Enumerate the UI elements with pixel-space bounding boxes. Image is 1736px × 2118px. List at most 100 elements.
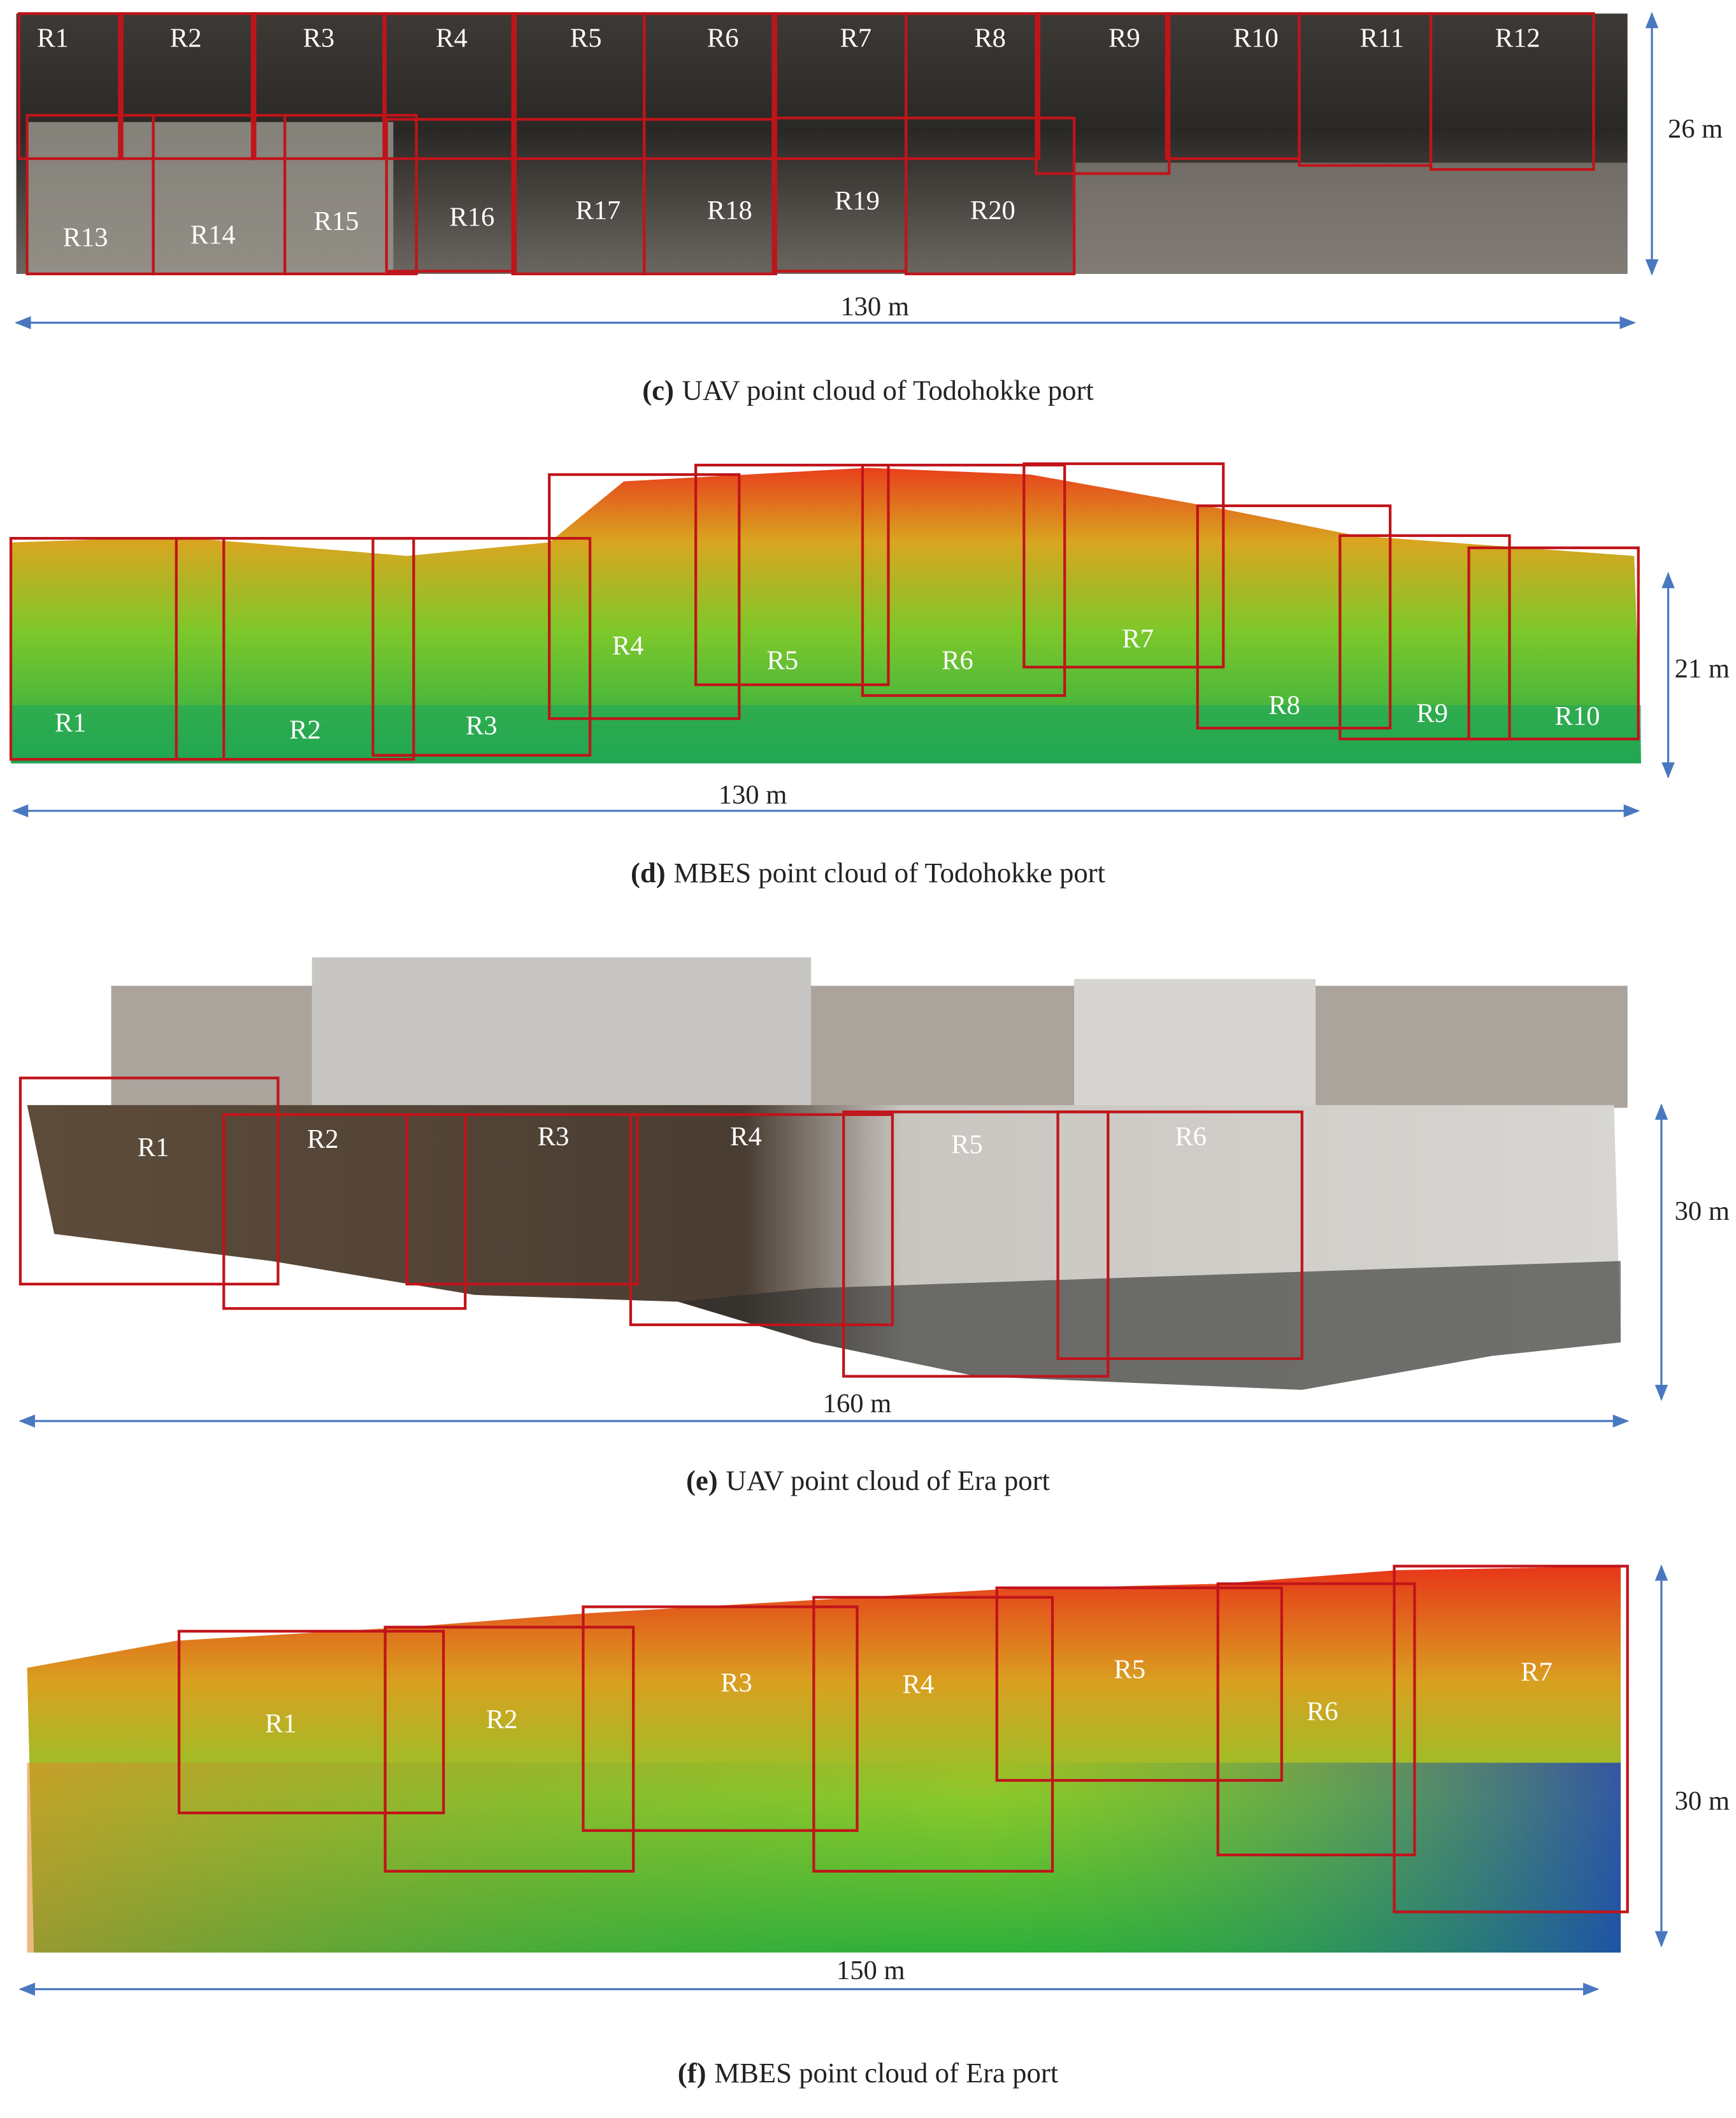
region-label: R7: [1122, 624, 1154, 654]
height-label: 26 m: [1668, 114, 1723, 144]
region-box: [1429, 12, 1595, 171]
annotations: R1 R2 R3 R4 R5 R6 R7 R8 R9 R10 R11 R12 R13 R14 R15 R16 R…: [9, 11, 1730, 2089]
region-box: [694, 464, 890, 687]
region-label: R11: [1360, 24, 1404, 54]
region-box: [1338, 534, 1511, 741]
region-label: R1: [265, 1709, 297, 1739]
quay-wall: [1074, 978, 1316, 1108]
region-label: R5: [570, 24, 602, 54]
region-box: [1022, 462, 1225, 669]
width-label: 130 m: [719, 780, 787, 810]
height-label: 21 m: [1675, 654, 1730, 683]
caption-text: MBES point cloud of Era port: [714, 2057, 1059, 2089]
region-box: [177, 1629, 445, 1815]
region-label: R3: [721, 1668, 752, 1698]
height-label: 30 m: [1675, 1196, 1730, 1226]
region-box: [283, 113, 418, 276]
region-label: R5: [767, 646, 799, 676]
width-label: 150 m: [836, 1956, 905, 1986]
region-label: R6: [707, 24, 739, 54]
region-box: [643, 12, 777, 161]
caption: (c) UAV point cloud of Todohokke port: [642, 375, 1094, 406]
region-box: [582, 1605, 859, 1832]
region-box: [1393, 1564, 1629, 1914]
region-label: R16: [449, 203, 494, 233]
region-box: [842, 1110, 1110, 1378]
region-box: [643, 118, 777, 276]
region-box: [1216, 1582, 1416, 1857]
region-label: R3: [538, 1122, 570, 1152]
caption-text: MBES point cloud of Todohokke port: [673, 857, 1105, 889]
region-box: [9, 536, 226, 761]
region-box: [1035, 12, 1171, 175]
region-label: R20: [970, 196, 1015, 225]
region-label: R4: [436, 24, 468, 54]
region-label: R6: [1175, 1122, 1207, 1152]
seabed: [27, 1763, 1621, 1953]
region-label: R4: [730, 1122, 762, 1152]
region-label: R4: [902, 1670, 934, 1699]
region-box: [812, 1596, 1054, 1873]
region-label: R1: [55, 708, 87, 738]
region-label: R3: [466, 711, 498, 741]
region-box: [405, 1113, 639, 1285]
region-box: [371, 536, 592, 757]
quay-wall: [312, 957, 812, 1108]
region-label: R9: [1416, 699, 1448, 729]
caption-text: UAV point cloud of Era port: [726, 1464, 1050, 1496]
region-box: [904, 12, 1040, 161]
width-label: 130 m: [840, 292, 909, 322]
light-blocks: [27, 122, 394, 274]
region-label: R8: [1268, 690, 1300, 720]
region-box: [995, 1586, 1283, 1782]
region-label: R7: [1521, 1657, 1553, 1687]
region-box: [1467, 546, 1640, 741]
region-label: R13: [63, 223, 108, 253]
region-label: R9: [1108, 24, 1140, 54]
region-label: R2: [170, 24, 202, 54]
region-label: R2: [486, 1705, 518, 1735]
caption: (d) MBES point cloud of Todohokke port: [631, 857, 1106, 889]
mbes-cloud: [11, 468, 1641, 764]
region-label: R4: [612, 631, 644, 661]
region-box: [18, 1077, 280, 1285]
region-box: [904, 117, 1076, 276]
caption-label: (f): [678, 2057, 707, 2089]
region-label: R12: [1495, 24, 1540, 54]
region-label: R5: [1114, 1654, 1146, 1684]
region-label: R1: [37, 24, 69, 54]
region-label: R6: [1307, 1696, 1338, 1726]
region-label: R1: [138, 1133, 169, 1163]
caption-label: (e): [686, 1464, 718, 1496]
caption-label: (c): [642, 375, 674, 406]
region-box: [175, 536, 415, 761]
region-label: R14: [190, 220, 236, 250]
seabed: [11, 705, 1641, 764]
region-box: [385, 118, 517, 273]
region-label: R5: [951, 1130, 983, 1160]
region-box: [384, 1626, 635, 1873]
region-box: [17, 12, 124, 161]
region-label: R2: [307, 1124, 339, 1154]
region-label: R2: [289, 715, 321, 745]
region-box: [861, 464, 1066, 698]
light-blocks: [1074, 162, 1628, 274]
region-label: R19: [835, 186, 880, 216]
region-box: [382, 12, 517, 161]
region-box: [118, 12, 257, 161]
width-label: 160 m: [823, 1389, 892, 1419]
region-box: [629, 1113, 894, 1326]
region-label: R15: [313, 206, 359, 236]
region-label: R8: [974, 24, 1006, 54]
height-label: 30 m: [1675, 1786, 1730, 1816]
caption: (f) MBES point cloud of Era port: [678, 2057, 1059, 2089]
caption: (e) UAV point cloud of Era port: [686, 1464, 1050, 1496]
water: [678, 1261, 1621, 1390]
region-label: R17: [575, 196, 621, 225]
caption-label: (d): [631, 857, 666, 889]
region-box: [1056, 1110, 1303, 1361]
region-label: R3: [303, 24, 334, 54]
caption-text: UAV point cloud of Todohokke port: [682, 375, 1094, 406]
region-box: [222, 1113, 467, 1310]
